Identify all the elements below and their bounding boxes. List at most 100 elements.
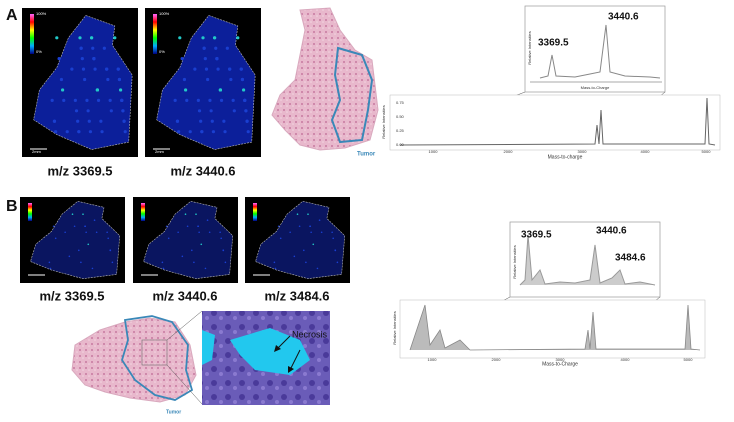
- x-ticks: 1000 2000 3000 4000 5000: [428, 357, 694, 362]
- speck: [219, 231, 221, 234]
- scale-bar-label: 2mm: [155, 149, 165, 154]
- speck: [52, 119, 57, 123]
- speck: [111, 261, 114, 264]
- speck: [52, 225, 55, 228]
- speck: [175, 119, 180, 123]
- speck: [65, 130, 69, 134]
- speck: [184, 88, 188, 92]
- colorbar-max: 100%: [36, 11, 47, 16]
- colorbar: [153, 14, 157, 54]
- speck: [336, 261, 339, 264]
- speck: [88, 130, 93, 134]
- speck: [223, 130, 227, 134]
- speck: [82, 213, 84, 215]
- colorbar-max: 100%: [159, 11, 170, 16]
- x-tick-label: 4000: [621, 357, 631, 362]
- speck: [239, 67, 243, 71]
- speck: [208, 231, 211, 234]
- speck: [90, 36, 94, 40]
- tissue-signal: [255, 200, 346, 280]
- speck: [100, 130, 104, 134]
- speck: [107, 237, 109, 240]
- speck: [298, 225, 301, 228]
- y-tick-label: 0.75: [396, 100, 405, 105]
- speck: [219, 98, 224, 102]
- speck: [71, 213, 74, 215]
- speck: [80, 261, 82, 264]
- spectrum-b: [399, 221, 706, 359]
- speck: [106, 231, 108, 234]
- speck: [236, 36, 240, 40]
- speck: [208, 98, 212, 102]
- caption: m/z 3369.5: [39, 288, 104, 303]
- speck: [68, 255, 71, 258]
- speck: [79, 46, 83, 50]
- speck: [210, 119, 214, 123]
- speck: [113, 36, 117, 40]
- speck: [87, 243, 90, 246]
- speck: [105, 67, 109, 71]
- speck: [244, 109, 248, 113]
- necrosis-label: Necrosis: [292, 329, 328, 339]
- speck: [120, 98, 124, 102]
- x-tick-label: 1000: [429, 149, 439, 154]
- panel-label: B: [6, 198, 18, 215]
- y-tick-label: 0.25: [396, 128, 405, 133]
- speck: [96, 98, 101, 102]
- speck: [180, 57, 184, 61]
- x-tick-label: 3000: [578, 149, 588, 154]
- axis-label: Mass-to-Charge: [581, 85, 610, 90]
- speck: [73, 225, 76, 228]
- speck: [185, 98, 189, 102]
- speck: [201, 36, 205, 40]
- speck: [162, 267, 165, 270]
- speck: [70, 67, 74, 71]
- speck: [204, 67, 209, 71]
- speck: [293, 255, 296, 258]
- speck: [116, 67, 120, 71]
- ion-images: 100% 0% 2mm m/z 3369.5 100% 0% 2mm m/z 3440.6: [22, 8, 261, 178]
- speck: [188, 130, 192, 134]
- speck: [48, 261, 51, 264]
- peak-label: 3440.6: [596, 226, 627, 237]
- speck: [193, 67, 197, 71]
- speck: [165, 225, 168, 228]
- speck: [95, 88, 99, 92]
- speck: [93, 67, 97, 71]
- speck: [310, 231, 312, 234]
- speck: [228, 67, 232, 71]
- speck: [204, 267, 207, 270]
- speck: [209, 109, 213, 113]
- tumor-label: Tumor: [166, 409, 181, 415]
- colorbar: [253, 203, 257, 221]
- speck: [177, 130, 181, 134]
- peak-label: 3369.5: [538, 38, 569, 49]
- speck: [76, 119, 80, 123]
- axis-label: Relative Intensities: [381, 105, 386, 139]
- speck: [55, 36, 59, 40]
- speck: [109, 109, 113, 113]
- speck: [87, 119, 91, 123]
- speck: [222, 119, 226, 123]
- panel-label: A: [6, 7, 18, 24]
- x-tick-label: 5000: [684, 357, 694, 362]
- speck: [334, 249, 337, 252]
- speck: [61, 88, 65, 92]
- speck: [206, 219, 209, 222]
- speck: [74, 109, 79, 113]
- speck: [95, 231, 98, 234]
- speck: [312, 243, 315, 246]
- tissue-he: [71, 310, 330, 405]
- peak-label: 3484.6: [615, 253, 646, 264]
- speck: [246, 130, 250, 134]
- colorbar: [30, 14, 34, 54]
- scale-bar-label: 2mm: [32, 149, 42, 154]
- speck: [62, 98, 66, 102]
- speck: [245, 119, 249, 123]
- speck: [309, 225, 311, 228]
- caption: m/z 3440.6: [152, 288, 217, 303]
- caption: m/z 3369.5: [47, 163, 112, 178]
- tumor-label: Tumor: [357, 152, 376, 158]
- speck: [123, 130, 127, 134]
